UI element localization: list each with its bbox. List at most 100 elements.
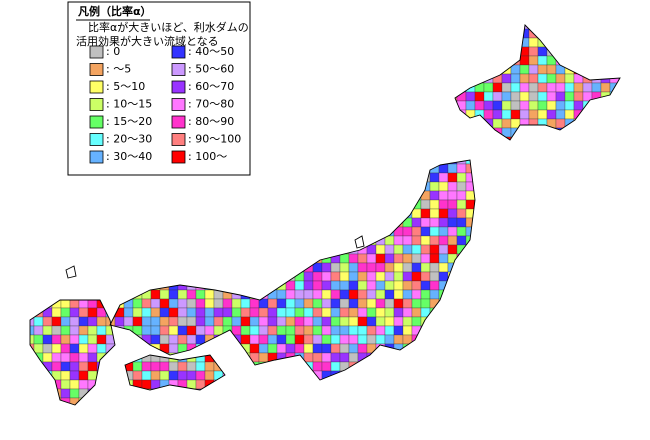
basin (618, 253, 620, 264)
basin (294, 190, 305, 201)
basin (276, 316, 287, 327)
basin (132, 316, 143, 327)
basin (177, 253, 188, 264)
basin (105, 199, 116, 210)
basin (141, 235, 152, 246)
basin (168, 226, 179, 237)
basin (384, 199, 395, 210)
basin (303, 109, 314, 120)
basin (204, 190, 215, 201)
basin (30, 298, 35, 309)
basin (519, 145, 530, 156)
basin (546, 154, 557, 165)
basin (115, 407, 124, 416)
basin (51, 163, 62, 174)
basin (546, 100, 557, 111)
basin (303, 100, 314, 111)
basin (402, 271, 413, 282)
basin (339, 325, 350, 336)
basin (564, 280, 575, 291)
basin (537, 343, 548, 354)
basin (537, 217, 548, 228)
basin (285, 154, 296, 165)
basin (312, 361, 323, 372)
basin (285, 37, 296, 48)
basin (69, 199, 80, 210)
basin (150, 253, 161, 264)
basin (384, 100, 395, 111)
basin (384, 361, 395, 372)
basin (366, 109, 377, 120)
basin (33, 91, 44, 102)
basin (393, 217, 404, 228)
basin (609, 217, 620, 228)
basin (492, 244, 503, 255)
basin (222, 298, 233, 309)
basin (483, 145, 494, 156)
basin (546, 298, 557, 309)
basin (411, 82, 422, 93)
basin (249, 190, 260, 201)
basin (240, 343, 251, 354)
basin (51, 343, 62, 354)
basin (330, 388, 341, 399)
basin (96, 280, 107, 291)
basin (582, 244, 593, 255)
basin (52, 407, 61, 416)
basin (276, 199, 287, 210)
basin (303, 388, 314, 399)
basin (573, 118, 584, 129)
basin (276, 388, 287, 399)
basin (105, 208, 116, 219)
basin (312, 226, 323, 237)
basin (573, 388, 584, 399)
basin (546, 145, 557, 156)
basin (240, 361, 251, 372)
basin (474, 127, 485, 138)
basin (294, 46, 305, 57)
basin (33, 208, 44, 219)
basin (564, 190, 575, 201)
basin (60, 370, 71, 381)
basin (429, 199, 440, 210)
basin (258, 136, 269, 147)
basin (132, 190, 143, 201)
basin (132, 280, 143, 291)
basin (447, 352, 458, 363)
basin (231, 325, 242, 336)
basin (42, 343, 53, 354)
basin (60, 253, 71, 264)
basin (150, 298, 161, 309)
basin (258, 379, 269, 390)
basin (429, 361, 440, 372)
basin (501, 262, 512, 273)
basin (456, 289, 467, 300)
basin (222, 379, 233, 390)
basin (510, 316, 521, 327)
basin (402, 145, 413, 156)
basin (222, 253, 233, 264)
basin (375, 361, 386, 372)
basin (141, 244, 152, 255)
basin (591, 397, 602, 405)
basin (600, 199, 611, 210)
basin (114, 199, 125, 210)
basin (393, 262, 404, 273)
basin (600, 181, 611, 192)
basin (474, 172, 485, 183)
basin (33, 154, 44, 165)
basin (519, 136, 530, 147)
basin (141, 199, 152, 210)
basin (168, 334, 179, 345)
basin (222, 388, 233, 399)
basin (438, 91, 449, 102)
basin (483, 226, 494, 237)
basin (393, 73, 404, 84)
basin (222, 271, 233, 282)
basin (276, 127, 287, 138)
legend-label: : ～5 (106, 63, 131, 76)
basin (87, 325, 98, 336)
basin (96, 352, 107, 363)
basin (420, 199, 431, 210)
basin (447, 325, 458, 336)
